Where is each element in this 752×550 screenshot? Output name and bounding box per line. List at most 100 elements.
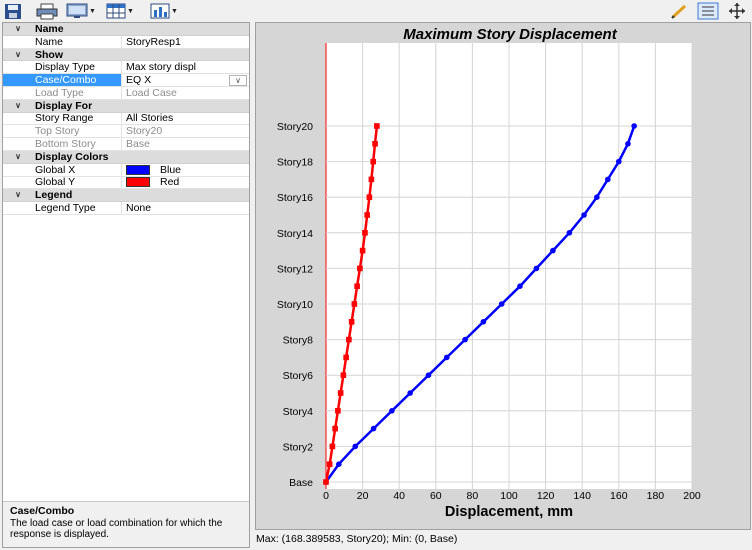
dropdown-button[interactable]: ∨ [229,75,247,86]
x-tick-label: 180 [647,490,665,502]
property-value[interactable]: None [126,202,152,214]
data-point [370,158,377,165]
chart-title: Maximum Story Displacement [403,26,617,43]
category-legend[interactable]: ∨ Legend [3,189,249,203]
chevron-collapse-icon[interactable]: ∨ [15,100,21,110]
data-point [533,265,540,272]
category-name[interactable]: ∨ Name [3,23,249,36]
property-row-load-type[interactable]: Load Type Load Case [3,86,249,100]
move-button[interactable] [727,2,747,20]
property-label: Case/Combo [3,74,122,86]
property-value[interactable]: StoryResp1 [126,35,181,48]
property-value[interactable]: All Stories [126,112,174,125]
data-point [594,194,600,200]
color-swatch [126,177,150,188]
data-point [625,141,631,147]
x-tick-label: 40 [393,490,405,502]
x-tick-label: 0 [323,490,329,502]
chevron-collapse-icon[interactable]: ∨ [15,49,21,59]
x-tick-label: 20 [357,490,369,502]
y-tick-label: Story6 [283,370,314,382]
data-point [370,425,377,432]
color-name: Blue [160,163,182,176]
color-picker-global-x[interactable]: Blue [122,164,249,176]
case-combo-select[interactable]: EQ X ∨ [122,74,249,86]
data-point [368,176,375,183]
property-row-story-range[interactable]: Story Range All Stories [3,112,249,126]
data-point [337,390,344,396]
chevron-collapse-icon[interactable]: ∨ [15,23,21,33]
data-point [357,265,363,272]
data-point [517,283,523,290]
table-icon [106,3,126,19]
data-point [364,212,370,218]
x-tick-label: 160 [610,490,628,502]
data-point [374,123,380,129]
data-point [362,230,368,236]
data-point [354,283,360,289]
data-point [346,336,352,343]
chart-icon [150,3,170,19]
move-icon [729,3,745,19]
data-point [443,354,450,361]
properties-panel: ∨ Name Name StoryResp1 ∨ Show Display Ty… [2,22,250,548]
property-label: Name [3,35,122,48]
chevron-collapse-icon[interactable]: ∨ [15,151,21,161]
chart-panel: Maximum Story Displacement 0 20 40 60 80 100 1… [255,22,751,530]
data-point [616,158,622,165]
property-row-global-y[interactable]: Global Y Red [3,176,249,190]
category-show[interactable]: ∨ Show [3,49,249,62]
chevron-down-icon: ▼ [89,7,96,15]
pencil-button[interactable] [670,2,688,20]
y-tick-label: Story18 [277,157,313,169]
data-point [359,247,366,254]
help-text: The load case or load combination for wh… [10,518,223,540]
property-row-legend-type[interactable]: Legend Type None [3,202,249,215]
data-point [326,461,333,467]
property-grid: ∨ Name Name StoryResp1 ∨ Show Display Ty… [3,23,249,215]
data-point [480,319,487,325]
chevron-down-icon: ▼ [171,7,178,15]
data-point [462,336,468,343]
chart-dropdown-button[interactable]: ▼ [150,2,178,20]
data-point [605,176,611,183]
data-point [366,194,373,200]
property-label: Display Type [3,61,122,73]
print-button[interactable] [36,2,58,20]
save-button[interactable] [4,2,22,20]
property-row-bottom-story[interactable]: Bottom Story Base [3,138,249,151]
property-value: Base [126,138,150,150]
chevron-collapse-icon[interactable]: ∨ [15,190,21,200]
pencil-icon [671,4,687,19]
data-point [631,123,637,129]
x-tick-label: 60 [430,490,442,502]
data-point [581,212,587,218]
help-title: Case/Combo [10,505,75,517]
category-display-colors[interactable]: ∨ Display Colors [3,151,249,164]
category-display-for[interactable]: ∨ Display For [3,100,249,113]
property-value[interactable]: Max story displ [126,61,197,74]
y-tick-label: Story8 [283,335,314,347]
y-tick-label: Story12 [277,263,313,275]
property-row-case-combo[interactable]: Case/Combo EQ X ∨ [3,74,249,87]
property-row-name[interactable]: Name StoryResp1 [3,35,249,49]
screen-dropdown-button[interactable]: ▼ [66,2,96,20]
property-label: Top Story [3,125,122,137]
toolbar: ▼ ▼ ▼ [0,0,752,22]
property-label: Legend Type [3,202,122,214]
print-icon [36,3,58,19]
table-dropdown-button[interactable]: ▼ [106,2,134,20]
property-row-display-type[interactable]: Display Type Max story displ [3,61,249,75]
x-tick-label: 140 [573,490,591,502]
help-box: Case/Combo The load case or load combina… [3,501,249,547]
data-point [425,372,432,379]
color-swatch [126,164,150,175]
data-point [340,372,347,378]
property-row-global-x[interactable]: Global X Blue [3,163,249,177]
property-row-top-story[interactable]: Top Story Story20 [3,125,249,139]
color-picker-global-y[interactable]: Red [122,177,249,188]
property-value: Story20 [126,125,163,138]
list-button[interactable] [697,2,719,20]
property-label: Global X [3,163,122,176]
y-tick-label: Story4 [283,406,314,418]
